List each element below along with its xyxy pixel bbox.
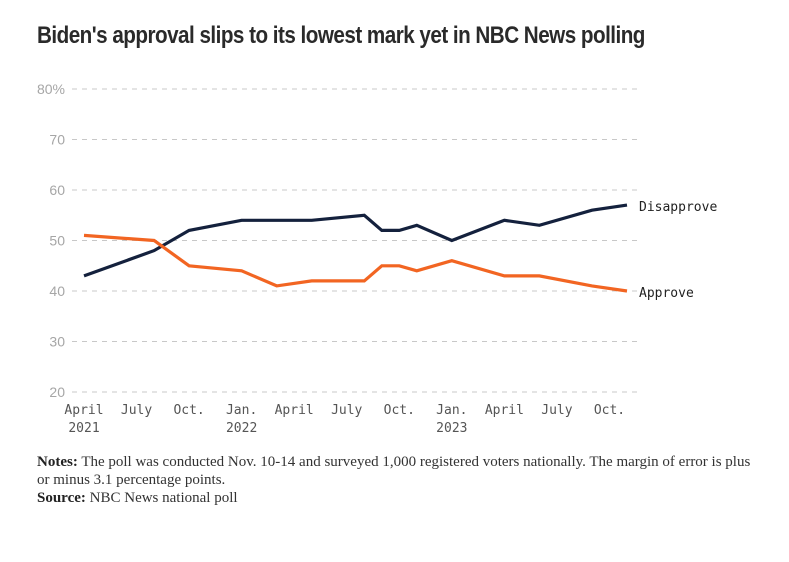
x-tick-label: July [121, 403, 152, 418]
series-lines [83, 203, 628, 293]
y-axis-ticks: 20 30 40 50 60 70 80% [37, 81, 65, 400]
series-label-disapprove: Disapprove [639, 200, 717, 215]
gridlines [72, 88, 637, 393]
notes-paragraph: Notes: The poll was conducted Nov. 10-14… [37, 453, 757, 489]
series-labels: Disapprove Approve [639, 200, 717, 301]
y-tick-label: 80% [37, 81, 65, 97]
x-tick-label: April [275, 403, 314, 418]
notes-text: The poll was conducted Nov. 10-14 and su… [37, 454, 751, 488]
series-line-disapprove [83, 203, 628, 278]
chart-title: Biden's approval slips to its lowest mar… [37, 22, 645, 49]
x-tick-label: Oct. [173, 403, 204, 418]
x-tick-label: April [485, 403, 524, 418]
source-label: Source: [37, 490, 86, 506]
y-tick-label: 50 [49, 233, 65, 249]
x-tick-year-label: 2021 [68, 421, 99, 436]
y-tick-label: 40 [49, 283, 65, 299]
x-tick-label: July [541, 403, 572, 418]
notes-label: Notes: [37, 454, 78, 470]
x-tick-year-label: 2023 [436, 421, 467, 436]
y-tick-label: 70 [49, 132, 65, 148]
line-chart: 20 30 40 50 60 70 80% April 2021 July Oct. Jan. 202… [37, 81, 717, 436]
y-tick-label: 60 [49, 182, 65, 198]
series-line-approve [83, 233, 628, 293]
source-text: NBC News national poll [89, 490, 238, 506]
y-tick-label: 30 [49, 334, 65, 350]
x-tick-label: Jan. [436, 403, 467, 418]
x-tick-label: April [64, 403, 103, 418]
x-tick-year-label: 2022 [226, 421, 257, 436]
x-tick-label: July [331, 403, 362, 418]
x-tick-label: Jan. [226, 403, 257, 418]
x-tick-label: Oct. [594, 403, 625, 418]
chart-notes: Notes: The poll was conducted Nov. 10-14… [37, 453, 757, 507]
series-label-approve: Approve [639, 286, 694, 301]
x-tick-label: Oct. [384, 403, 415, 418]
y-tick-label: 20 [49, 384, 65, 400]
x-axis-ticks: April 2021 July Oct. Jan. 2022 April July Oct. Ja… [64, 403, 625, 436]
source-paragraph: Source: NBC News national poll [37, 489, 757, 507]
